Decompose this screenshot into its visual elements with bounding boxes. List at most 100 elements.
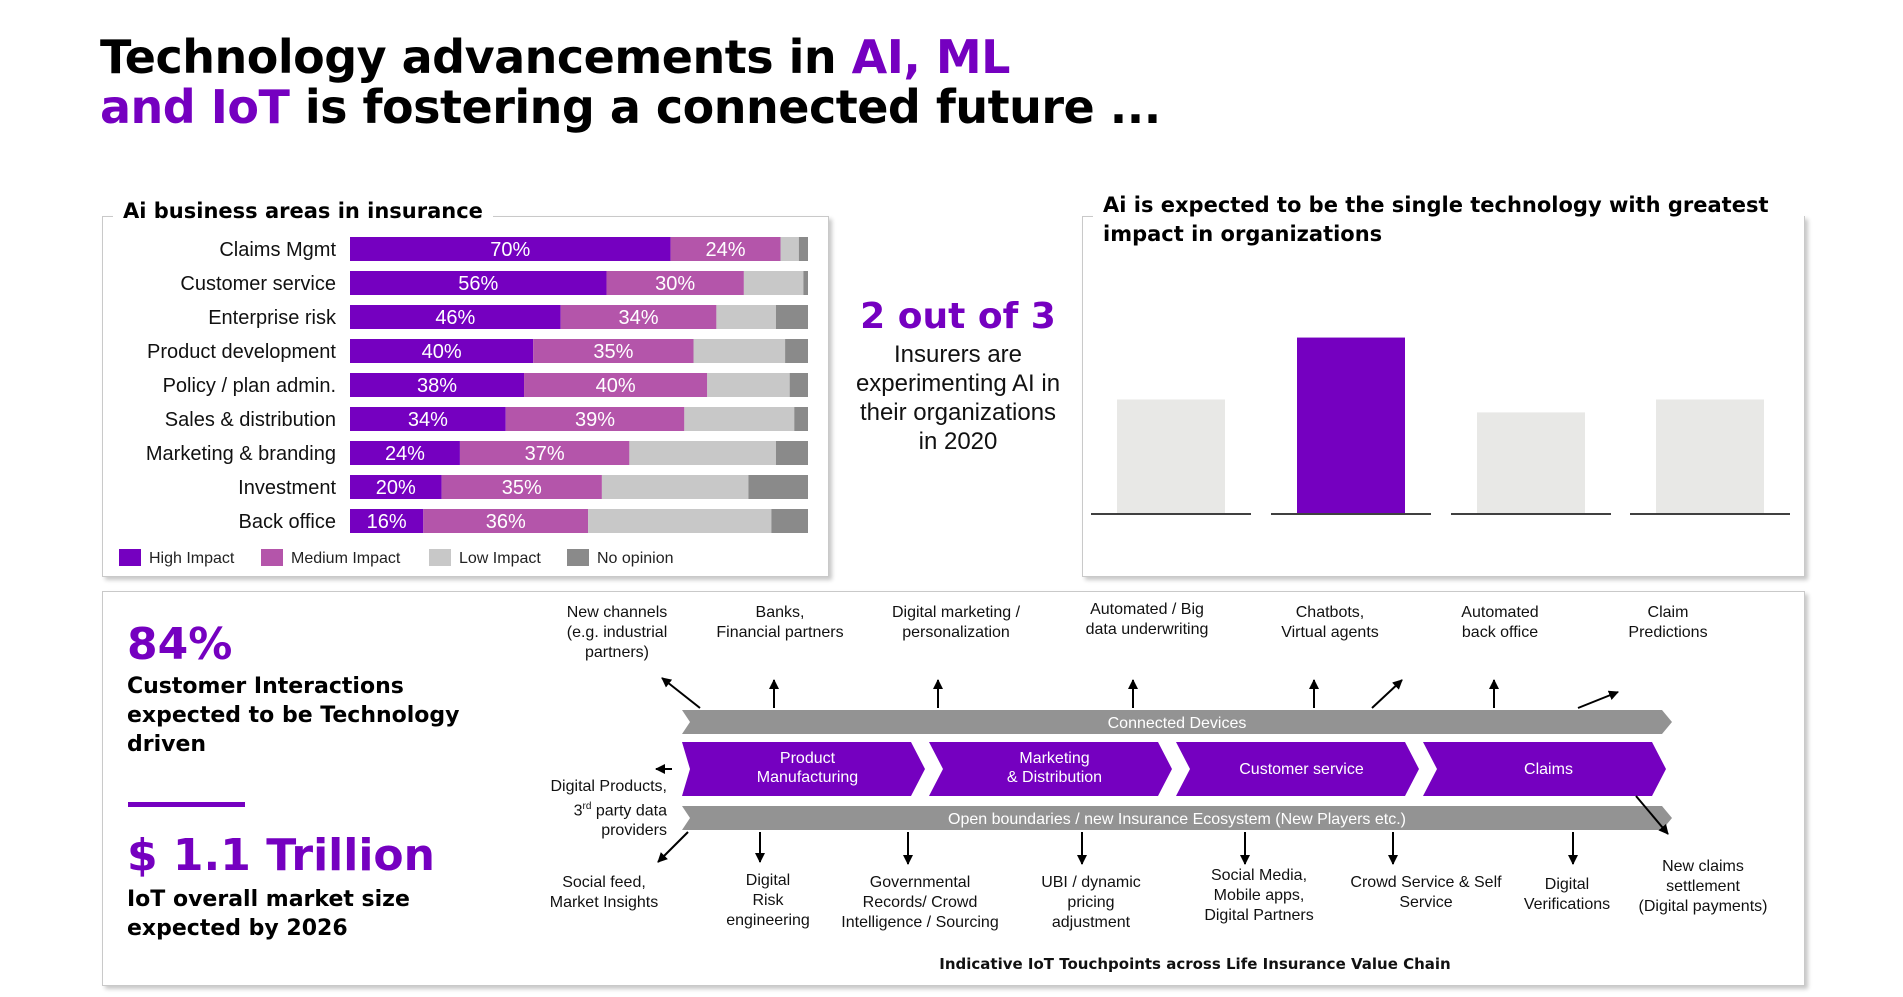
- bar-segment: [350, 339, 534, 363]
- legend-swatch: [567, 549, 589, 566]
- bar-segment: [803, 271, 808, 295]
- bar-segment: [629, 441, 776, 465]
- stacked-bar-chart: Claims Mgmt 70% 24% Customer service 56% 30% E…: [119, 237, 808, 567]
- title-line2-text: is fostering a connected future ...: [289, 80, 1161, 134]
- touchpoint-label-line: partners): [584, 644, 650, 661]
- bar-segment: [775, 305, 808, 329]
- touchpoint-label-line: Social feed,: [562, 874, 646, 891]
- category-label: Back office: [239, 511, 336, 533]
- touchpoint-label-line: Digital marketing /: [891, 604, 1021, 621]
- category-label: Marketing & branding: [146, 443, 336, 465]
- touchpoint-label-line: Financial partners: [716, 624, 844, 641]
- bar-segment: [780, 237, 799, 261]
- legend-label: Medium Impact: [291, 550, 401, 567]
- touchpoint-label-line: Intelligence / Sourcing: [841, 914, 999, 931]
- bar-segment: [798, 237, 808, 261]
- touchpoint-label-line: Governmental: [869, 874, 971, 891]
- touchpoint-label-line: Banks,: [755, 604, 805, 621]
- bar-value-label: 56%: [458, 273, 498, 295]
- legend-label: Low Impact: [459, 550, 541, 567]
- title-line1-accent: AI, ML: [851, 30, 1011, 84]
- category-label: Policy / plan admin.: [163, 375, 336, 397]
- bar-segment: [748, 475, 808, 499]
- touchpoint-label-line: Social Media,: [1210, 867, 1308, 884]
- left-input-line2-sup: rd: [582, 801, 592, 812]
- impact-column-chart: [1091, 337, 1790, 515]
- legend-swatch: [429, 549, 451, 566]
- touchpoint-label-line: Automated / Big: [1090, 601, 1204, 618]
- bar-segment: [771, 509, 808, 533]
- impact-bar: [1477, 412, 1585, 513]
- touchpoint-label-line: Claim: [1647, 604, 1689, 621]
- title-line1-text: Technology advancements in: [100, 30, 852, 84]
- bar-segment: [785, 339, 808, 363]
- bar-segment: [707, 373, 790, 397]
- touchpoint-label-line: Chatbots,: [1295, 604, 1365, 621]
- touchpoint-label-line: Virtual agents: [1281, 624, 1379, 641]
- bar-segment: [350, 509, 424, 533]
- ai-impact-panel: Ai is expected to be the single technolo…: [1082, 191, 1805, 577]
- value-chain-caption: Indicative IoT Touchpoints across Life I…: [939, 955, 1451, 973]
- bar-segment: [533, 339, 694, 363]
- bar-segment: [350, 271, 607, 295]
- top-touchpoint-label: Digital marketing / personalization: [856, 603, 1056, 643]
- top-touchpoint-label: New channels (e.g. industrial partners): [517, 603, 717, 663]
- bar-segment: [350, 441, 460, 465]
- bar-value-label: 24%: [385, 443, 425, 465]
- bar-value-label: 36%: [486, 511, 526, 533]
- customer-interactions-stat-label: Customer Interactions expected to be Tec…: [127, 674, 460, 757]
- bottom-touchpoint-label: UBI / dynamic pricing adjustment: [991, 873, 1191, 933]
- stat-divider: [128, 802, 245, 807]
- category-label: Investment: [238, 477, 336, 499]
- legend-swatch: [119, 549, 141, 566]
- bar-value-label: 39%: [575, 409, 615, 431]
- top-touchpoint-label: Automated / Big data underwriting: [1047, 600, 1247, 640]
- bottom-touchpoint-label: Digital Risk engineering: [668, 871, 868, 931]
- bar-value-label: 46%: [435, 307, 475, 329]
- legend-label: High Impact: [149, 550, 235, 567]
- bar-segment: [350, 475, 442, 499]
- bottom-touchpoint-label: Crowd Service & Self Service: [1326, 873, 1526, 913]
- bar-value-label: 40%: [422, 341, 462, 363]
- bar-segment: [560, 305, 717, 329]
- impact-bar: [1117, 399, 1225, 513]
- bar-segment: [505, 407, 685, 431]
- center-stat-headline: 2 out of 3: [860, 296, 1056, 337]
- bar-segment: [588, 509, 772, 533]
- bar-segment: [794, 407, 808, 431]
- iot-market-stat-label: IoT overall market size expected by 2026: [127, 887, 410, 941]
- bar-segment: [601, 475, 749, 499]
- ai-impact-title: Ai is expected to be the single technolo…: [1093, 191, 1804, 249]
- category-label: Product development: [147, 341, 336, 363]
- bottom-touchpoint-label: Social feed, Market Insights: [504, 873, 704, 913]
- touchpoint-label-line: (e.g. industrial: [566, 624, 668, 641]
- impact-bar: [1656, 399, 1764, 513]
- bar-value-label: 30%: [655, 273, 695, 295]
- center-stat-text: Insurers are experimenting AI in their o…: [855, 341, 1061, 455]
- bar-value-label: 24%: [706, 239, 746, 261]
- title-line2-accent: and IoT: [100, 80, 290, 134]
- bar-segment: [350, 237, 671, 261]
- category-label: Sales & distribution: [165, 409, 336, 431]
- touchpoint-label-line: personalization: [902, 624, 1010, 641]
- page-title: Technology advancements in AI, ML and IoT…: [100, 32, 1161, 132]
- bar-value-label: 20%: [376, 477, 416, 499]
- bar-segment: [684, 407, 795, 431]
- iot-market-stat-value: $ 1.1 Trillion: [127, 830, 435, 881]
- bar-segment: [716, 305, 776, 329]
- bottom-touchpoint-label: New claims settlement (Digital payments): [1603, 857, 1803, 917]
- bar-value-label: 34%: [408, 409, 448, 431]
- top-touchpoint-label: Banks, Financial partners: [680, 603, 880, 643]
- left-input-label: Digital Products, 3rd party data provide…: [517, 777, 668, 841]
- bar-value-label: 35%: [502, 477, 542, 499]
- touchpoint-label-line: Risk: [752, 892, 784, 909]
- ai-business-areas-title: Ai business areas in insurance: [113, 196, 493, 226]
- touchpoint-label-line: back office: [1461, 624, 1539, 641]
- bar-value-label: 70%: [490, 239, 530, 261]
- center-stat: 2 out of 3 Insurers are experimenting AI…: [848, 296, 1068, 456]
- impact-bar: [1297, 337, 1405, 513]
- touchpoint-label-line: Mobile apps,: [1213, 887, 1305, 904]
- bottom-touchpoint-label: Digital Verifications: [1467, 875, 1667, 915]
- top-touchpoint-label: Chatbots, Virtual agents: [1230, 603, 1430, 643]
- touchpoint-label-line: Predictions: [1628, 624, 1708, 641]
